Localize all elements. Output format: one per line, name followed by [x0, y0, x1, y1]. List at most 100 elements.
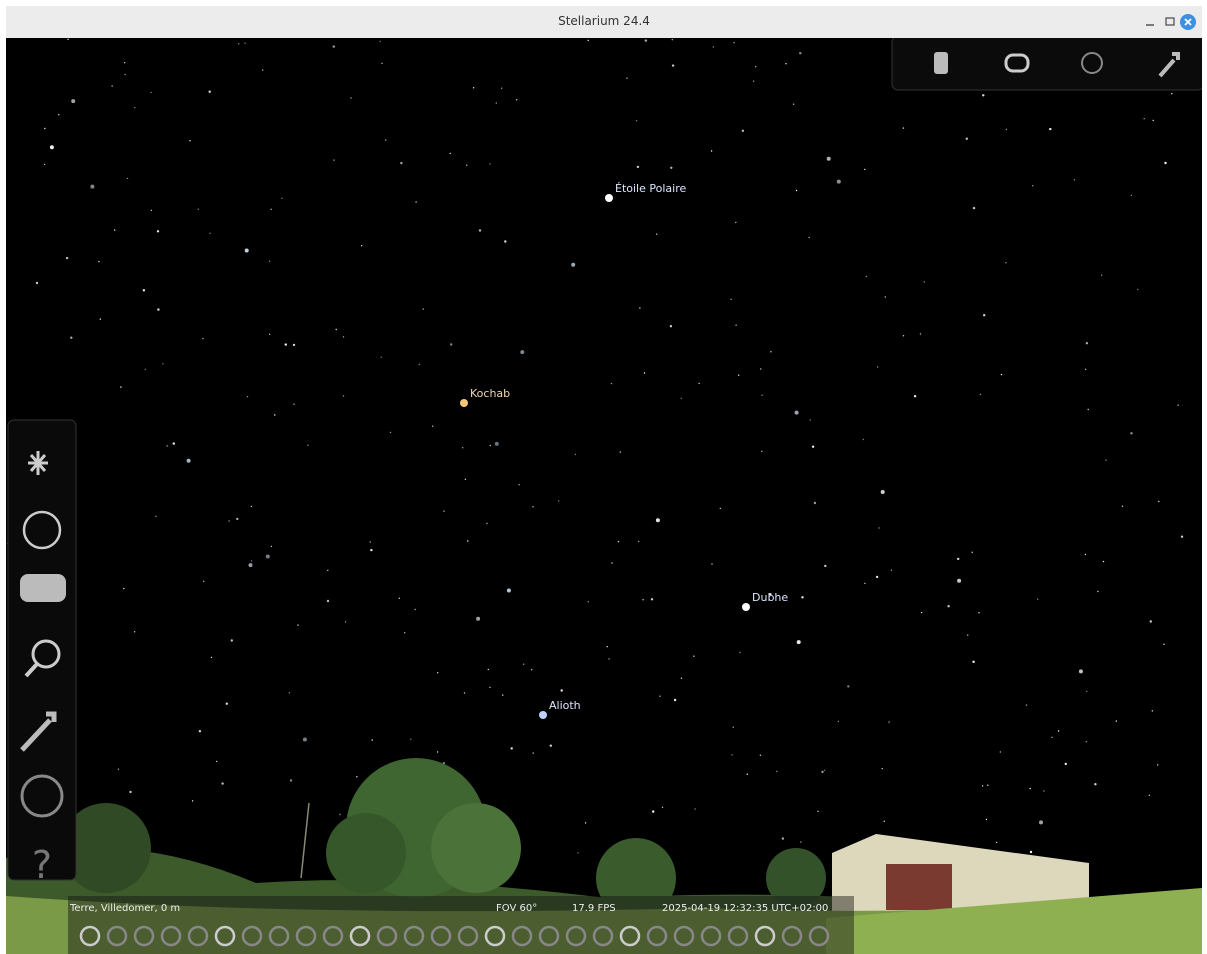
star	[495, 442, 499, 446]
star	[1097, 591, 1098, 592]
star	[656, 234, 657, 235]
star	[502, 694, 503, 695]
star	[1001, 374, 1002, 375]
sky-view[interactable]: Étoile PolaireKochabDubheAliothAlkaid	[6, 38, 1202, 954]
star	[1144, 118, 1145, 119]
star	[735, 325, 736, 326]
star	[437, 751, 438, 752]
maximize-button[interactable]	[1166, 18, 1174, 25]
star	[173, 442, 175, 444]
star	[70, 337, 72, 339]
star	[385, 139, 386, 140]
named-star	[539, 711, 547, 719]
star	[465, 479, 466, 480]
star	[120, 386, 121, 387]
star	[297, 624, 298, 625]
star	[1026, 704, 1027, 705]
star	[588, 40, 589, 41]
star	[972, 552, 973, 553]
left-panel: ?	[8, 420, 76, 887]
star	[920, 333, 921, 334]
star	[698, 383, 699, 384]
star	[885, 296, 886, 297]
named-star	[605, 194, 613, 202]
star	[1037, 599, 1038, 600]
star	[1079, 669, 1083, 673]
star	[307, 445, 308, 446]
star	[202, 338, 203, 339]
help-button[interactable]: ?	[32, 843, 52, 887]
star	[381, 63, 382, 64]
star	[1074, 179, 1075, 180]
star	[489, 687, 490, 688]
star	[327, 600, 329, 602]
star	[755, 66, 756, 67]
star	[1101, 275, 1102, 276]
star	[694, 808, 695, 809]
star	[50, 145, 54, 149]
star	[947, 605, 949, 607]
star	[642, 599, 643, 600]
star-label[interactable]: Dubhe	[752, 591, 788, 604]
star	[1058, 730, 1059, 731]
star	[209, 233, 210, 234]
star	[381, 357, 382, 358]
star	[672, 64, 674, 66]
star	[891, 570, 892, 571]
star	[1153, 120, 1154, 121]
star	[799, 52, 801, 54]
star	[245, 249, 249, 253]
star	[881, 490, 885, 494]
star	[274, 414, 275, 415]
named-star	[742, 603, 750, 611]
star	[270, 209, 271, 210]
star	[674, 699, 676, 701]
star	[1105, 460, 1106, 461]
star-label[interactable]: Étoile Polaire	[615, 182, 686, 195]
star	[877, 366, 878, 367]
star	[1086, 342, 1088, 344]
star	[1032, 185, 1033, 186]
star	[166, 445, 167, 446]
star	[71, 99, 75, 103]
star	[575, 454, 576, 455]
app-window: Stellarium 24.4 Étoile PolaireKochabDubh…	[0, 0, 1207, 954]
tree	[431, 803, 521, 893]
save-button[interactable]	[934, 52, 948, 74]
star	[1005, 262, 1006, 263]
star	[796, 190, 797, 191]
star	[733, 42, 734, 43]
star	[114, 229, 115, 230]
star-label[interactable]: Alioth	[549, 699, 581, 712]
star	[151, 210, 152, 211]
star-label[interactable]: Kochab	[470, 387, 510, 400]
star	[157, 230, 159, 232]
star	[817, 811, 818, 812]
star	[285, 343, 287, 345]
panel-background	[8, 420, 76, 880]
star	[516, 99, 517, 100]
star	[662, 807, 663, 808]
star	[978, 612, 979, 613]
star	[838, 721, 839, 722]
star	[504, 240, 506, 242]
star	[681, 678, 682, 679]
star	[618, 541, 619, 542]
star	[372, 739, 373, 740]
star	[996, 842, 997, 843]
star	[66, 257, 68, 259]
star	[533, 752, 534, 753]
star	[903, 335, 904, 336]
star	[333, 45, 335, 47]
star	[123, 588, 124, 589]
location-status: Terre, Villedomer, 0 m	[69, 903, 180, 914]
star	[986, 819, 987, 820]
star	[636, 120, 637, 121]
star	[333, 159, 334, 160]
sky-view-button[interactable]	[20, 574, 66, 602]
star	[211, 657, 212, 658]
star	[882, 768, 883, 769]
star	[739, 652, 740, 653]
star	[983, 314, 985, 316]
star	[884, 821, 885, 822]
